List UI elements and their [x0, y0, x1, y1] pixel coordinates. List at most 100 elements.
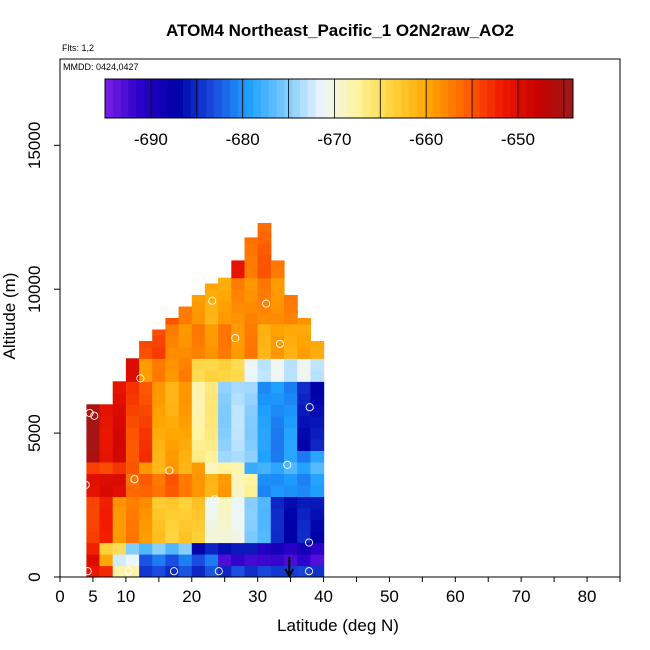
heatmap-cell	[191, 473, 206, 486]
heatmap-cell	[257, 358, 272, 371]
colorbar-strip	[276, 79, 285, 118]
heatmap-cell	[204, 473, 219, 486]
heatmap-cell	[139, 507, 153, 520]
heatmap-cell	[152, 381, 166, 394]
heatmap-cell	[297, 404, 311, 417]
colorbar-strip	[541, 79, 551, 118]
heatmap-cell	[178, 323, 193, 336]
sample-point	[165, 466, 174, 475]
heatmap-cell	[99, 427, 114, 440]
heatmap-cell	[204, 283, 219, 290]
heatmap-cell	[218, 335, 232, 348]
heatmap-cell	[139, 531, 153, 544]
colorbar-strip	[261, 79, 270, 118]
heatmap-cell	[218, 565, 232, 577]
heatmap-cell	[178, 438, 193, 451]
heatmap-cell	[244, 496, 259, 509]
heatmap-cell	[297, 323, 311, 336]
heatmap-cell	[244, 358, 259, 371]
heatmap-cell	[165, 392, 180, 405]
heatmap-cell	[204, 346, 219, 359]
heatmap-cell	[125, 450, 140, 463]
heatmap-cell	[112, 427, 127, 440]
heatmap-cell	[257, 223, 272, 233]
heatmap-cell	[86, 473, 101, 486]
colorbar-strip	[526, 79, 535, 118]
heatmap-cell	[112, 461, 127, 474]
heatmap-cell	[125, 519, 140, 532]
heatmap-cell	[257, 531, 272, 544]
heatmap-cell	[125, 369, 140, 382]
heatmap-cell	[310, 484, 325, 497]
heatmap-cell	[99, 554, 114, 567]
heatmap-cell	[178, 507, 193, 520]
heatmap-cell	[152, 427, 166, 440]
sample-point	[231, 334, 240, 343]
y-tick-label: 5000	[25, 414, 44, 452]
heatmap-cell	[231, 335, 246, 348]
heatmap-cell	[204, 392, 219, 405]
heatmap-cell	[270, 427, 285, 440]
heatmap-cell	[244, 243, 259, 256]
heatmap-cell	[139, 484, 153, 497]
heatmap-cell	[284, 542, 298, 555]
heatmap-cell	[125, 565, 140, 577]
heatmap-cell	[231, 507, 246, 520]
sample-point	[208, 296, 217, 305]
heatmap-cell	[125, 531, 140, 544]
sample-point	[236, 236, 245, 245]
heatmap-cell	[165, 358, 180, 371]
sample-point	[83, 567, 92, 576]
heatmap-cell	[270, 260, 285, 267]
colorbar-strip	[378, 79, 387, 118]
heatmap-cell	[112, 496, 127, 509]
heatmap-cell	[284, 461, 298, 474]
y-tick-label: 15000	[25, 122, 44, 169]
heatmap-cell	[165, 346, 180, 359]
heatmap-cell	[152, 450, 166, 463]
heatmap-cell	[178, 306, 193, 313]
heatmap-cell	[257, 381, 272, 394]
heatmap-cell	[152, 554, 166, 567]
colorbar-strip	[354, 79, 363, 118]
heatmap-cell	[99, 542, 114, 555]
heatmap-cell	[165, 565, 180, 577]
heatmap-cell	[86, 484, 101, 497]
heatmap-cell	[310, 531, 325, 544]
heatmap-cell	[284, 531, 298, 544]
heatmap-cell	[178, 381, 193, 394]
heatmap-cell	[284, 323, 298, 336]
heatmap-cell	[244, 254, 259, 267]
heatmap-cell	[244, 519, 259, 532]
colorbar-strip	[479, 79, 488, 118]
heatmap-cell	[244, 461, 259, 474]
heatmap-cell	[204, 531, 219, 544]
colorbar-strip	[315, 79, 324, 118]
heatmap-cell	[310, 346, 325, 359]
heatmap-cell	[310, 473, 325, 486]
heatmap-cell	[152, 484, 166, 497]
heatmap-cell	[191, 542, 206, 555]
heatmap-cell	[204, 450, 219, 463]
heatmap-cell	[244, 289, 259, 302]
heatmap-cell	[139, 358, 153, 371]
heatmap-cell	[112, 381, 127, 394]
heatmap-cell	[99, 484, 114, 497]
heatmap-cell	[165, 369, 180, 382]
heatmap-cell	[270, 473, 285, 486]
x-tick-label: 20	[182, 587, 201, 606]
heatmap-cell	[284, 295, 298, 302]
heatmap-cell	[86, 438, 101, 451]
heatmap-cell	[178, 450, 193, 463]
heatmap-cell	[218, 542, 232, 555]
heatmap-cell	[244, 346, 259, 359]
heatmap-cell	[297, 392, 311, 405]
x-axis-label: Latitude (deg N)	[277, 616, 399, 635]
heatmap-cell	[86, 461, 101, 474]
heatmap-cell	[99, 496, 114, 509]
heatmap-cell	[191, 415, 206, 428]
colorbar-strip	[463, 79, 473, 118]
heatmap-cell	[244, 473, 259, 486]
heatmap-cell	[99, 507, 114, 520]
heatmap-cell	[231, 484, 246, 497]
